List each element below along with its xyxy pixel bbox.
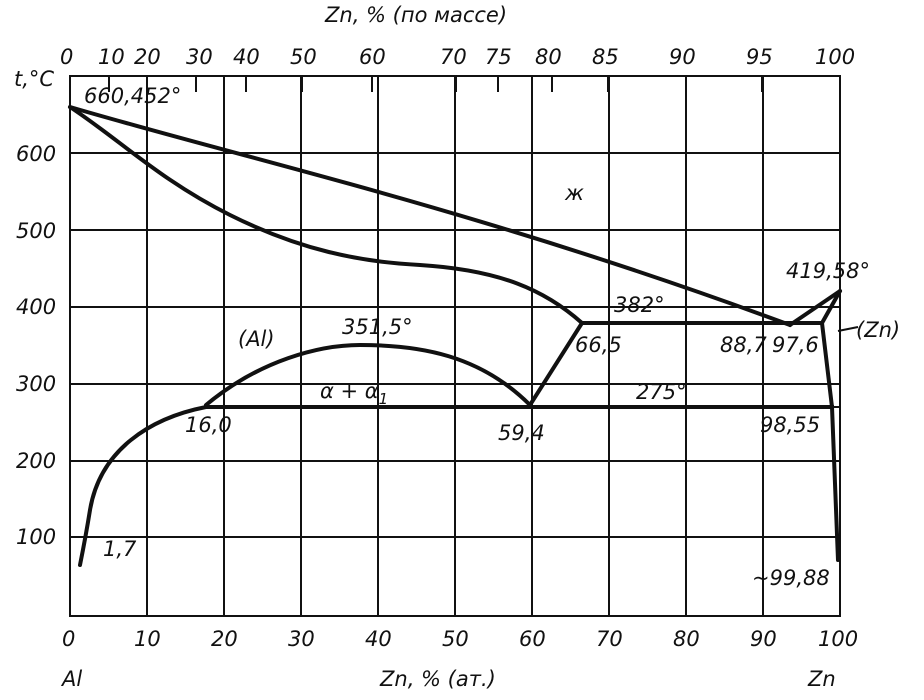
top-axis-title: Zn, % (по массе) — [324, 3, 507, 27]
zn-solvus — [820, 321, 840, 562]
bottom-tick-0: 0 — [62, 627, 75, 651]
bottom-tick-80: 80 — [673, 627, 700, 651]
top-tick-80: 80 — [535, 45, 562, 69]
miscibility-gap — [204, 343, 532, 407]
label-eutectoid-temp: 275° — [636, 380, 687, 404]
bottom-tick-20: 20 — [211, 627, 238, 651]
top-tick-20: 20 — [134, 45, 161, 69]
y-tick-200: 200 — [16, 449, 56, 473]
top-axis-ticks: 0 10 20 30 40 50 60 70 75 80 85 90 95 10… — [60, 45, 855, 69]
label-976: 97,6 — [772, 333, 819, 357]
diagram-labels: 660,452° ж 419,58° 382° (Al) (Zn) 351,5°… — [84, 84, 900, 590]
label-al-phase: (Al) — [238, 327, 275, 351]
label-160: 16,0 — [185, 413, 232, 437]
bottom-tick-50: 50 — [442, 627, 469, 651]
top-tick-40: 40 — [233, 45, 260, 69]
y-tick-400: 400 — [16, 295, 56, 319]
bottom-tick-90: 90 — [750, 627, 777, 651]
label-887: 88,7 — [720, 333, 767, 357]
top-tick-100: 100 — [815, 45, 855, 69]
al-solvus — [78, 405, 208, 567]
label-eutectic-temp: 382° — [614, 293, 665, 317]
top-tick-90: 90 — [669, 45, 696, 69]
phase-boundaries — [68, 105, 859, 578]
label-zn-melt: 419,58° — [786, 259, 870, 283]
y-axis-ticks: 600 500 400 300 200 100 — [16, 142, 56, 549]
bottom-tick-10: 10 — [134, 627, 161, 651]
bottom-tick-60: 60 — [519, 627, 546, 651]
y-tick-300: 300 — [16, 372, 56, 396]
bottom-axis-title: Zn, % (ат.) — [379, 667, 496, 691]
bottom-axis-ticks: 0 10 20 30 40 50 60 70 80 90 100 — [62, 627, 858, 651]
bottom-tick-30: 30 — [288, 627, 315, 651]
solidus-al-side — [68, 105, 584, 325]
label-liquid: ж — [564, 181, 584, 205]
label-9855: 98,55 — [760, 413, 820, 437]
label-zn-phase: (Zn) — [856, 318, 900, 342]
label-critical: 351,5° — [342, 315, 413, 339]
bottom-tick-100: 100 — [818, 627, 858, 651]
top-tick-10: 10 — [98, 45, 125, 69]
top-tick-95: 95 — [746, 45, 773, 69]
top-tick-70: 70 — [440, 45, 467, 69]
liquidus-al-side — [68, 105, 792, 327]
label-al-melt: 660,452° — [84, 84, 181, 108]
liquidus-zn-side — [788, 289, 842, 327]
y-tick-600: 600 — [16, 142, 56, 166]
top-tick-75: 75 — [485, 45, 512, 69]
y-tick-500: 500 — [16, 219, 56, 243]
label-594: 59,4 — [498, 421, 545, 445]
bottom-tick-40: 40 — [365, 627, 392, 651]
zn-liquidus-end — [820, 289, 842, 325]
top-tick-30: 30 — [186, 45, 213, 69]
leader-zn — [837, 326, 859, 332]
y-axis-title: t,°C — [14, 67, 54, 91]
label-alpha: α + α1 — [320, 379, 388, 408]
boundary-665-594 — [528, 321, 584, 407]
component-al: Al — [60, 667, 82, 691]
label-665: 66,5 — [575, 333, 622, 357]
bottom-tick-70: 70 — [596, 627, 623, 651]
top-tick-50: 50 — [290, 45, 317, 69]
top-tick-60: 60 — [359, 45, 386, 69]
top-tick-marks — [108, 76, 763, 92]
component-zn: Zn — [807, 667, 836, 691]
y-tick-100: 100 — [16, 525, 56, 549]
label-17: 1,7 — [103, 537, 137, 561]
top-tick-85: 85 — [592, 45, 619, 69]
label-9988: ~99,88 — [752, 566, 830, 590]
top-tick-0: 0 — [60, 45, 73, 69]
